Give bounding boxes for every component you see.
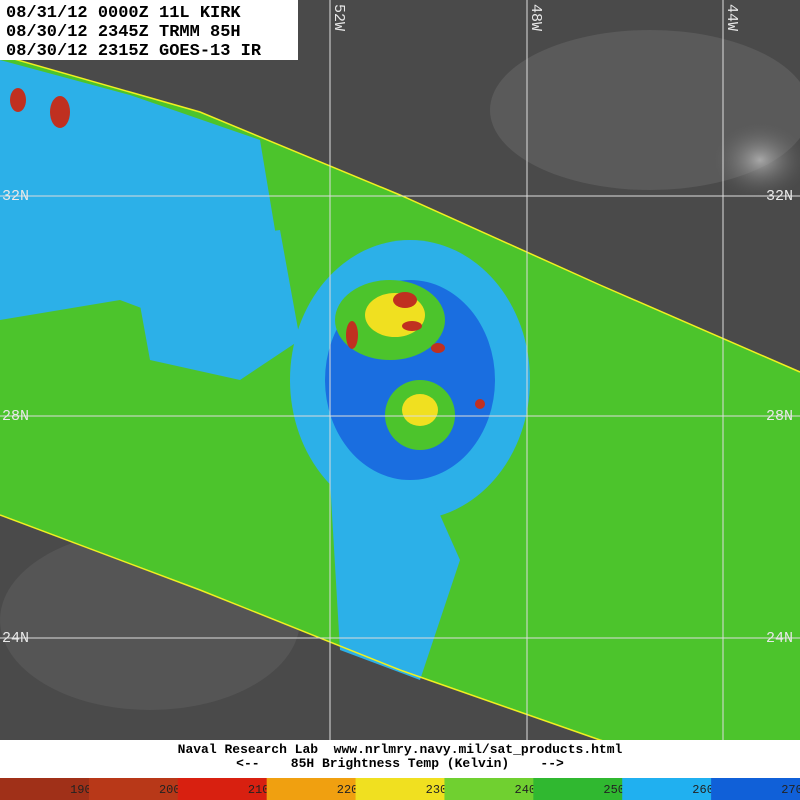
cold-region <box>130 230 300 380</box>
deep-convection <box>10 88 26 112</box>
colorbar-segment <box>88 778 179 800</box>
longitude-label: 44W <box>723 4 740 31</box>
deep-convection <box>393 292 417 308</box>
eyewall <box>402 394 438 426</box>
deep-convection <box>402 321 422 331</box>
header-line: 08/31/12 0000Z 11L KIRK <box>6 4 241 23</box>
colorbar-segment <box>355 778 446 800</box>
colorbar-label: 240 <box>515 783 537 797</box>
swath-edge <box>0 54 800 373</box>
colorbar-segment <box>444 778 535 800</box>
header-box <box>0 0 298 60</box>
latitude-label: 28N <box>766 408 793 425</box>
latitude-label: 32N <box>2 188 29 205</box>
colorbar: 190 200 210 220 230 240 250 260 270 <box>0 778 800 800</box>
colorbar-label: 230 <box>426 783 448 797</box>
colorbar-label: 260 <box>692 783 714 797</box>
colorbar-segment <box>622 778 713 800</box>
longitude-label: 52W <box>330 4 347 31</box>
footer: Naval Research Lab www.nrlmry.navy.mil/s… <box>178 742 623 771</box>
latitude-label: 24N <box>2 630 29 647</box>
colorbar-label: 200 <box>159 783 181 797</box>
rain-band <box>330 470 460 680</box>
longitude-label: 48W <box>527 4 544 31</box>
colorbar-label: 250 <box>603 783 625 797</box>
cloud <box>710 120 800 200</box>
latitude-label: 28N <box>2 408 29 425</box>
deep-convection <box>475 399 485 409</box>
colorbar-label: 270 <box>781 783 800 797</box>
footer-line: <-- 85H Brightness Temp (Kelvin) --> <box>236 756 564 771</box>
latitude-label: 32N <box>766 188 793 205</box>
colorbar-segment <box>711 778 800 800</box>
colorbar-segment <box>177 778 268 800</box>
footer-line: Naval Research Lab www.nrlmry.navy.mil/s… <box>178 742 623 757</box>
deep-convection <box>346 321 358 349</box>
header-line: 08/30/12 2315Z GOES-13 IR <box>6 42 262 61</box>
colorbar-label: 190 <box>70 783 92 797</box>
deep-convection <box>50 96 70 128</box>
rain-band <box>440 540 500 660</box>
footer-box <box>0 740 800 778</box>
grid: 52W 48W 44W 32N 32N 28N 28N 24N 24N <box>0 0 800 740</box>
colorbar-segment <box>0 778 90 800</box>
latitude-label: 24N <box>766 630 793 647</box>
colorbar-segment <box>533 778 624 800</box>
colorbar-segment <box>266 778 357 800</box>
deep-convection <box>431 343 445 353</box>
colorbar-label: 220 <box>337 783 359 797</box>
header-line: 08/30/12 2345Z TRMM 85H <box>6 23 241 42</box>
colorbar-label: 210 <box>248 783 270 797</box>
